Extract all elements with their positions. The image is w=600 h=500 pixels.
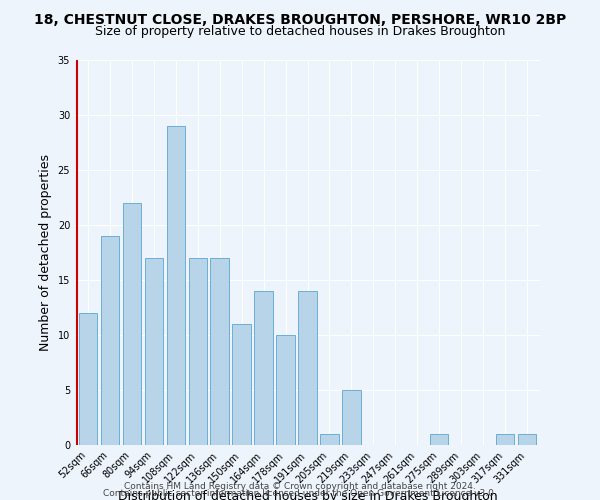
Bar <box>167 126 185 445</box>
Bar <box>496 434 514 445</box>
Bar <box>232 324 251 445</box>
Bar <box>254 291 273 445</box>
Bar <box>145 258 163 445</box>
Bar <box>430 434 448 445</box>
Bar <box>298 291 317 445</box>
Text: Contains public sector information licensed under the Open Government Licence v3: Contains public sector information licen… <box>103 489 497 498</box>
Bar <box>79 313 97 445</box>
Bar <box>101 236 119 445</box>
Bar <box>211 258 229 445</box>
X-axis label: Distribution of detached houses by size in Drakes Broughton: Distribution of detached houses by size … <box>118 490 497 500</box>
Text: 18, CHESTNUT CLOSE, DRAKES BROUGHTON, PERSHORE, WR10 2BP: 18, CHESTNUT CLOSE, DRAKES BROUGHTON, PE… <box>34 12 566 26</box>
Bar <box>123 203 142 445</box>
Text: Size of property relative to detached houses in Drakes Broughton: Size of property relative to detached ho… <box>95 25 505 38</box>
Bar <box>320 434 339 445</box>
Y-axis label: Number of detached properties: Number of detached properties <box>39 154 52 351</box>
Bar <box>276 335 295 445</box>
Bar <box>342 390 361 445</box>
Bar <box>188 258 207 445</box>
Text: Contains HM Land Registry data © Crown copyright and database right 2024.: Contains HM Land Registry data © Crown c… <box>124 482 476 491</box>
Bar <box>518 434 536 445</box>
